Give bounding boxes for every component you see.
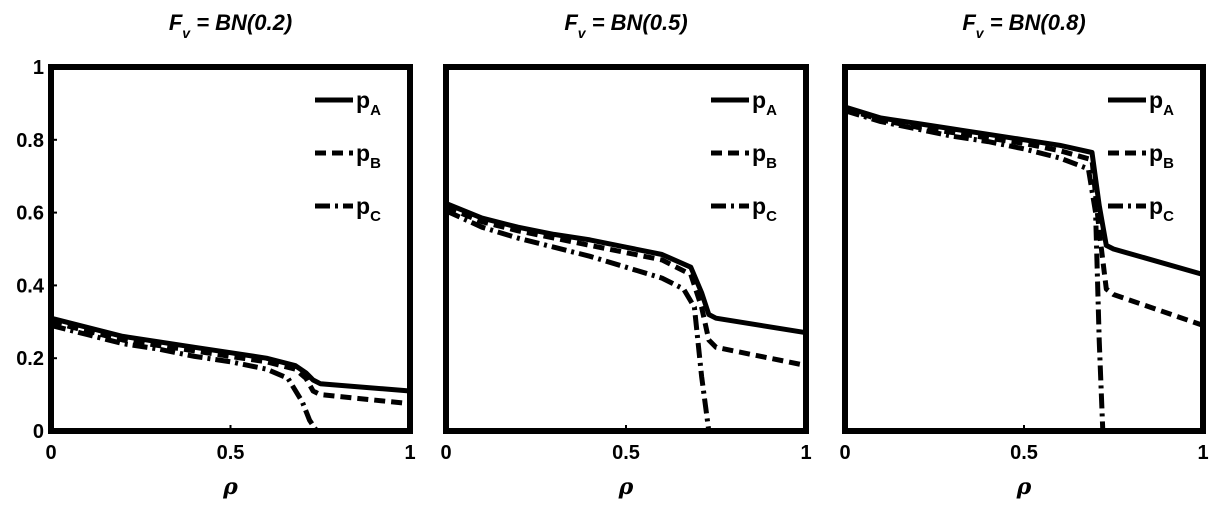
legend-label-pB: pB [356,140,381,172]
legend-label-main: p [356,87,370,113]
legend-label-pA: pA [356,87,381,119]
legend-label-subscript: C [1163,208,1174,225]
x-tick-label: 1 [800,442,811,464]
legend-label-subscript: C [766,208,777,225]
legend-label-main: p [356,140,370,166]
legend-label-main: p [752,140,766,166]
y-tick-label: 0.4 [16,275,45,297]
series-line-pA [844,104,1204,277]
chart-title: Fv = BN(0.8) [962,10,1085,41]
legend-label-main: p [752,193,766,219]
chart-title-main: F [962,10,976,35]
series-line-pC [444,208,806,434]
x-axis-label: ρ [1016,474,1032,500]
legend-label-subscript: A [1163,102,1174,119]
x-axis-label: ρ [618,474,634,500]
legend-label-pC: pC [356,193,381,225]
x-tick-label: 0 [839,442,850,464]
legend-label-main: p [1149,87,1163,113]
legend-label-subscript: B [370,155,381,172]
legend-label-subscript: B [766,155,777,172]
legend-label-main: p [1149,193,1163,219]
chart-title-main: F [169,10,183,35]
legend-label-pA: pA [752,87,777,119]
x-tick-label: 0.5 [1010,442,1038,464]
series-line-pC [50,322,410,434]
legend-label-subscript: A [766,102,777,119]
legend-label-pB: pB [752,140,777,172]
x-axis-label: ρ [222,474,238,500]
y-tick-label: 0.2 [16,348,44,370]
legend-label-pC: pC [1149,193,1174,225]
chart-title-rest: = BN(0.8) [984,10,1086,35]
chart-title: Fv = BN(0.2) [169,10,292,41]
chart-title-subscript: v [578,25,587,41]
chart-title-subscript: v [182,25,191,41]
series-line-pA [445,201,807,336]
series-line-pB [445,204,807,368]
legend-label-subscript: B [1163,155,1174,172]
x-tick-label: 0.5 [217,442,245,464]
y-tick-label: 0 [33,421,44,443]
y-tick-label: 0.8 [16,130,44,152]
chart-title-rest: = BN(0.5) [586,10,688,35]
x-tick-label: 1 [1197,442,1208,464]
chart-title-rest: = BN(0.2) [190,10,292,35]
chart-panels: Fv = BN(0.2)0 0.5 100.20.40.60.81ρpApBpCFv… [16,10,1208,500]
y-tick-label: 1 [33,57,44,79]
legend-label-main: p [1149,140,1163,166]
legend-label-subscript: A [370,102,381,119]
x-tick-label: 0 [45,442,56,464]
x-tick-label: 0 [440,442,451,464]
chart-title-subscript: v [976,25,985,41]
x-tick-label: 1 [404,442,415,464]
series-line-pC [844,108,1203,434]
x-tick-label: 0.5 [612,442,640,464]
chart-title-main: F [564,10,578,35]
series-line-pA [50,315,411,394]
legend-label-main: p [356,193,370,219]
plot-area [48,64,413,434]
y-tick-label: 0.6 [16,203,44,225]
legend-label-main: p [752,87,766,113]
legend-label-pB: pB [1149,140,1174,172]
chart-title: Fv = BN(0.5) [564,10,687,41]
series-line-pB [50,319,411,407]
series-line-pB [844,106,1204,328]
legend-label-pA: pA [1149,87,1174,119]
legend-label-pC: pC [752,193,777,225]
legend-label-subscript: C [370,208,381,225]
